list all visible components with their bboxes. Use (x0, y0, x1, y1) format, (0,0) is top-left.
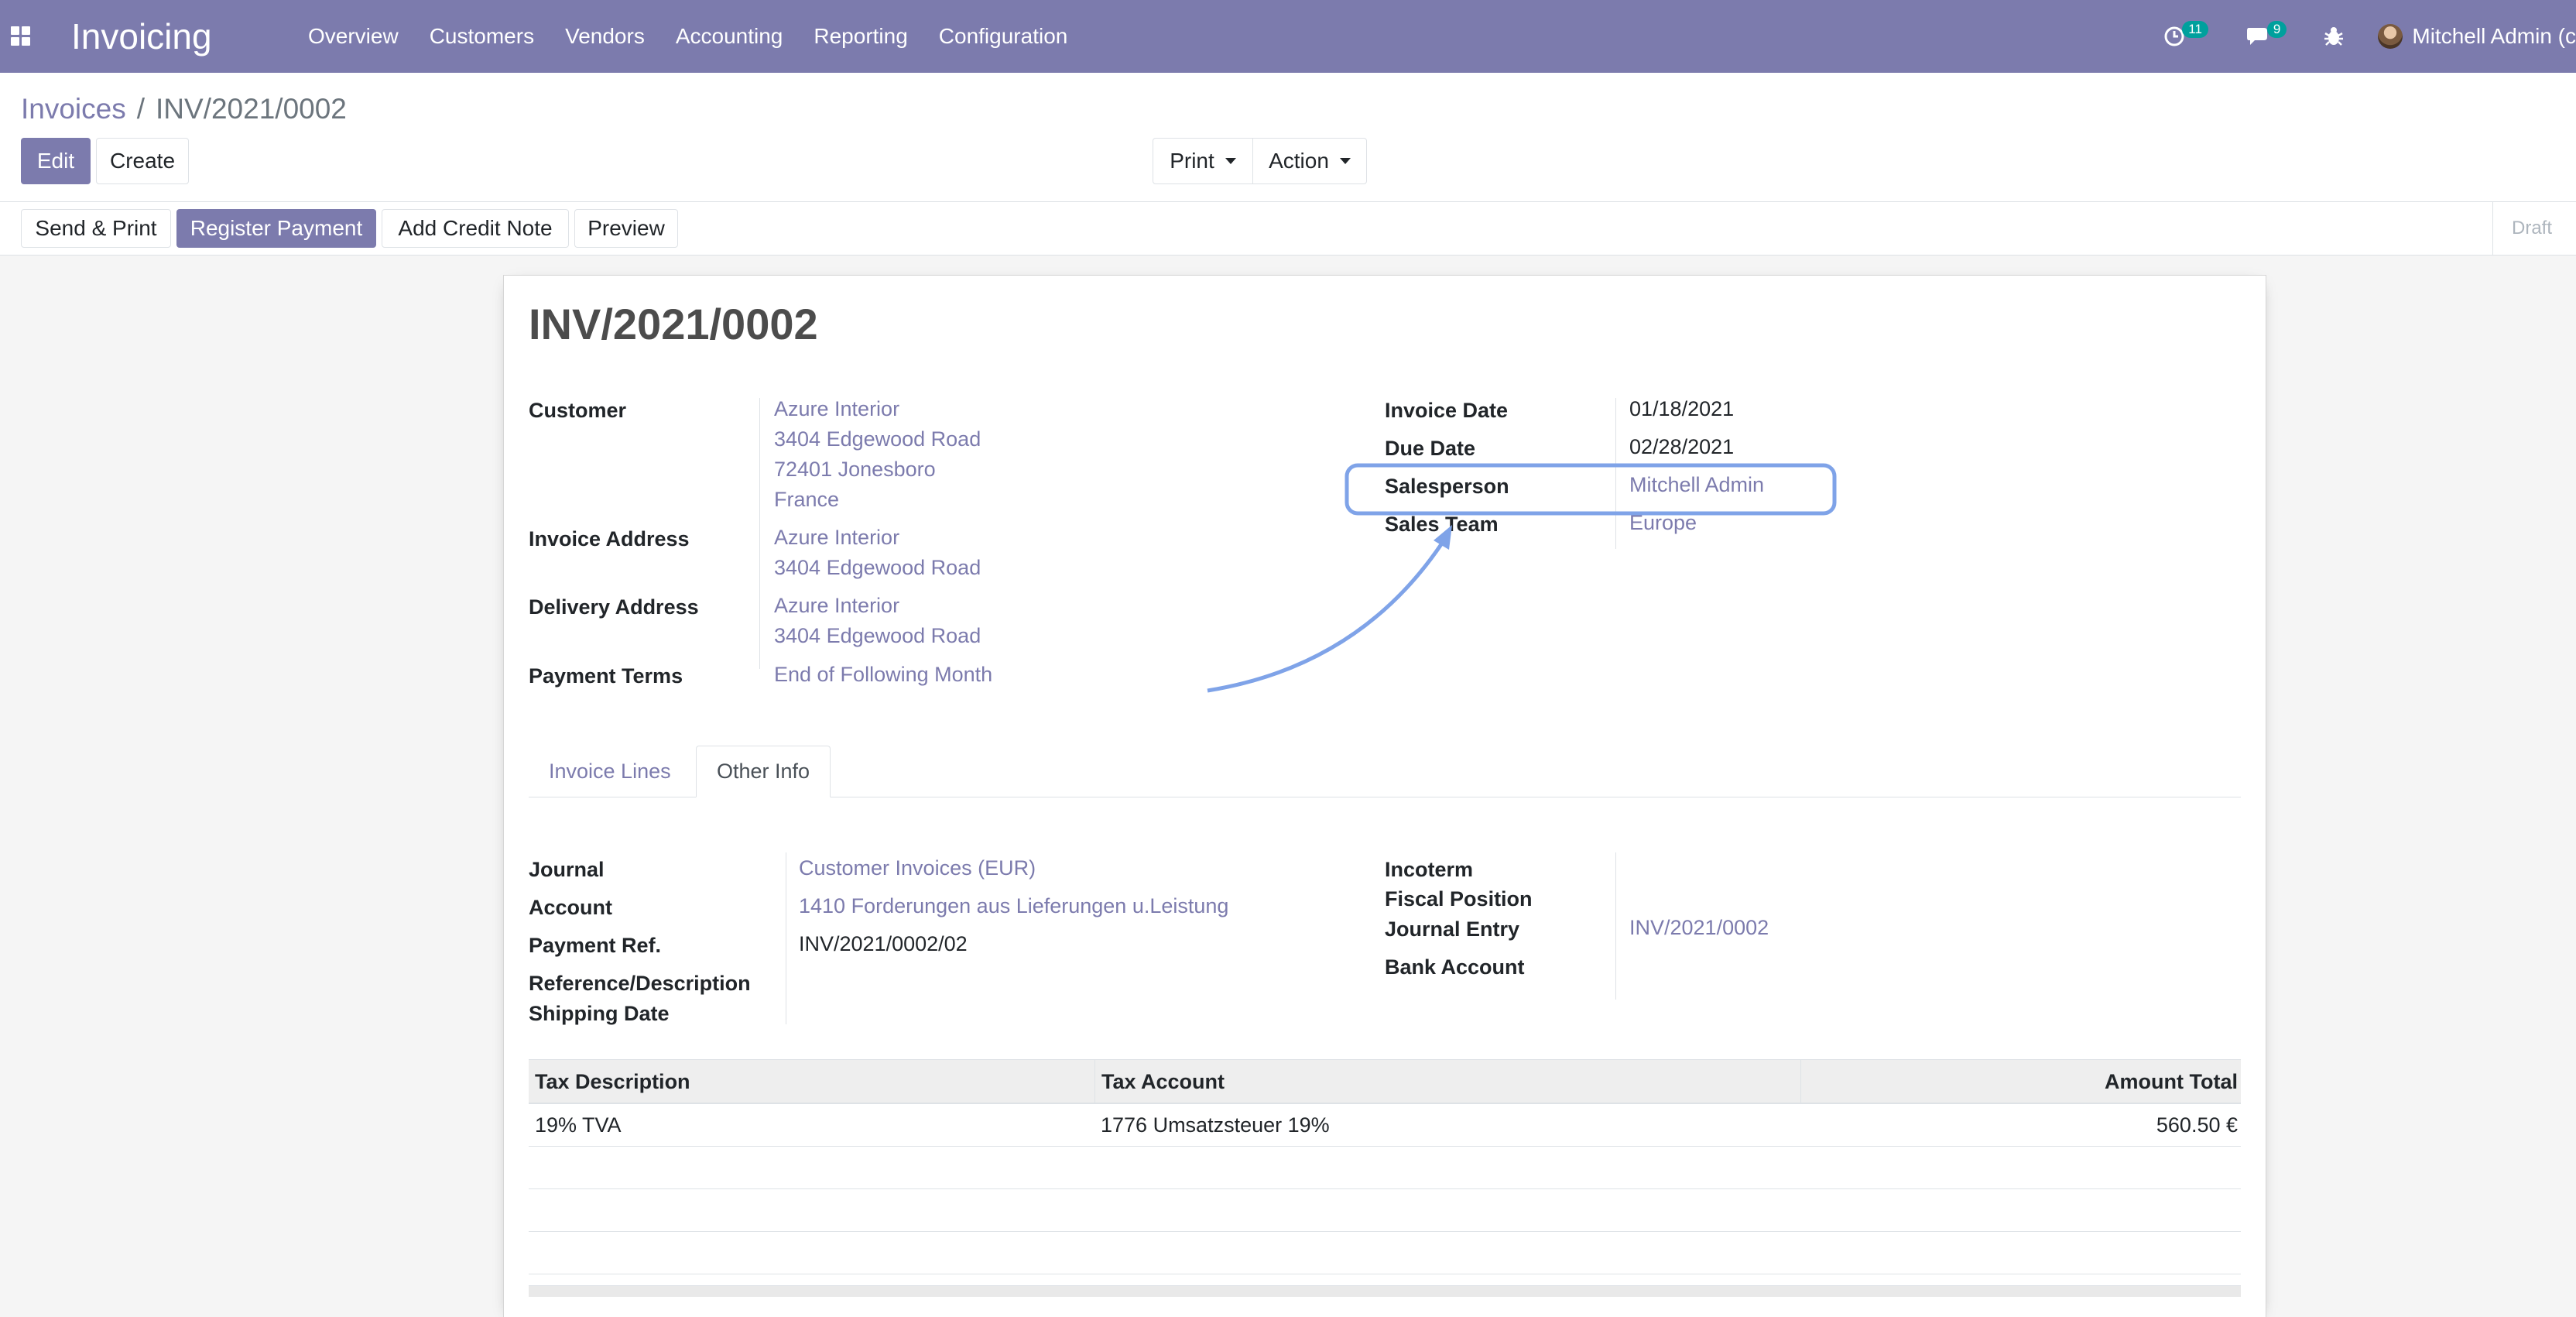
send-print-button[interactable]: Send & Print (21, 209, 171, 248)
action-label: Action (1269, 149, 1329, 173)
empty-table-row (529, 1189, 2241, 1232)
add-credit-note-button[interactable]: Add Credit Note (382, 209, 569, 248)
top-navbar: Invoicing Overview Customers Vendors Acc… (0, 0, 2576, 73)
print-dropdown[interactable]: Print (1153, 138, 1253, 184)
main-menu: Overview Customers Vendors Accounting Re… (308, 0, 1098, 73)
customer-line-1[interactable]: Azure Interior (774, 397, 900, 420)
tax-account-cell: 1776 Umsatzsteuer 19% (1101, 1113, 1330, 1137)
empty-table-row (529, 1232, 2241, 1274)
salesperson-label: Salesperson (1385, 475, 1509, 498)
salesperson-value[interactable]: Mitchell Admin (1629, 473, 1765, 496)
invoice-address-label: Invoice Address (529, 527, 690, 550)
empty-table-row (529, 1147, 2241, 1189)
delivery-address-label: Delivery Address (529, 595, 699, 619)
customer-line-2[interactable]: 3404 Edgewood Road (774, 427, 981, 451)
invoice-date-value[interactable]: 01/18/2021 (1629, 397, 1735, 420)
chat-icon (2246, 28, 2267, 45)
debug-button[interactable] (2324, 26, 2344, 47)
menu-configuration[interactable]: Configuration (938, 24, 1068, 48)
menu-customers[interactable]: Customers (429, 24, 535, 48)
due-date-label: Due Date (1385, 437, 1476, 460)
sales-team-value[interactable]: Europe (1629, 511, 1697, 534)
tax-description-cell: 19% TVA (535, 1113, 622, 1137)
preview-button[interactable]: Preview (574, 209, 678, 248)
sales-team-label: Sales Team (1385, 513, 1499, 536)
account-label: Account (529, 896, 612, 919)
breadcrumb: Invoices / INV/2021/0002 (21, 93, 347, 125)
chevron-down-icon (1339, 158, 1351, 164)
invoice-address-line-1[interactable]: Azure Interior (774, 526, 900, 549)
tax-table-header: Tax Description Tax Account Amount Total (529, 1059, 2241, 1104)
reference-description-label: Reference/Description (529, 972, 751, 995)
payment-ref-label: Payment Ref. (529, 934, 662, 957)
apps-grid-icon[interactable] (11, 26, 33, 48)
invoice-form-sheet: INV/2021/0002 Customer Azure Interior 34… (503, 275, 2266, 1317)
journal-entry-label: Journal Entry (1385, 917, 1520, 941)
app-name[interactable]: Invoicing (71, 16, 212, 57)
fiscal-position-label: Fiscal Position (1385, 887, 1533, 911)
avatar (2378, 24, 2403, 49)
delivery-address-line-1[interactable]: Azure Interior (774, 594, 900, 617)
delivery-address-line-2[interactable]: 3404 Edgewood Road (774, 624, 981, 647)
due-date-value[interactable]: 02/28/2021 (1629, 435, 1735, 458)
journal-entry-value[interactable]: INV/2021/0002 (1629, 916, 1769, 939)
notebook-tabs: Invoice Lines Other Info (529, 746, 2241, 797)
register-payment-button[interactable]: Register Payment (176, 209, 376, 248)
tab-invoice-lines[interactable]: Invoice Lines (549, 759, 671, 783)
edit-button[interactable]: Edit (21, 138, 91, 184)
amount-total-cell: 560.50 € (2156, 1113, 2238, 1137)
header-amount-total[interactable]: Amount Total (1800, 1060, 2238, 1103)
user-menu[interactable]: Mitchell Admin (c (2378, 24, 2576, 49)
menu-accounting[interactable]: Accounting (675, 24, 783, 48)
menu-reporting[interactable]: Reporting (814, 24, 908, 48)
header-tax-account[interactable]: Tax Account (1094, 1060, 1800, 1103)
action-dropdown[interactable]: Action (1252, 138, 1367, 184)
payment-terms-value[interactable]: End of Following Month (774, 663, 993, 686)
chevron-down-icon (1225, 158, 1236, 164)
customer-label: Customer (529, 399, 627, 422)
bank-account-label: Bank Account (1385, 955, 1525, 979)
breadcrumb-separator: / (136, 93, 146, 125)
table-row[interactable]: 19% TVA 1776 Umsatzsteuer 19% 560.50 € (529, 1104, 2241, 1147)
tab-other-info[interactable]: Other Info (696, 746, 831, 797)
account-value[interactable]: 1410 Forderungen aus Lieferungen u.Leist… (799, 894, 1229, 917)
breadcrumb-current: INV/2021/0002 (156, 93, 347, 125)
invoice-address-line-2[interactable]: 3404 Edgewood Road (774, 556, 981, 579)
activity-button[interactable]: 11 (2163, 21, 2211, 47)
print-label: Print (1170, 149, 1214, 173)
clock-icon (2164, 26, 2184, 46)
payment-terms-label: Payment Terms (529, 664, 683, 688)
invoice-number-title: INV/2021/0002 (529, 300, 818, 348)
message-count-badge: 9 (2266, 21, 2287, 38)
breadcrumb-invoices[interactable]: Invoices (21, 93, 126, 125)
bug-icon (2324, 27, 2344, 46)
status-draft[interactable]: Draft (2492, 202, 2576, 255)
journal-label: Journal (529, 858, 605, 881)
invoice-date-label: Invoice Date (1385, 399, 1509, 422)
tax-table-footer (529, 1285, 2241, 1297)
incoterm-label: Incoterm (1385, 858, 1474, 881)
menu-vendors[interactable]: Vendors (565, 24, 645, 48)
payment-ref-value[interactable]: INV/2021/0002/02 (799, 932, 968, 955)
messages-button[interactable]: 9 (2245, 21, 2290, 47)
journal-value[interactable]: Customer Invoices (EUR) (799, 856, 1036, 880)
customer-line-4[interactable]: France (774, 488, 840, 511)
header-tax-description[interactable]: Tax Description (535, 1069, 690, 1093)
menu-overview[interactable]: Overview (308, 24, 399, 48)
shipping-date-label: Shipping Date (529, 1002, 670, 1025)
create-button[interactable]: Create (96, 138, 189, 184)
control-panel: Invoices / INV/2021/0002 Edit Create Print… (0, 73, 2576, 202)
customer-line-3[interactable]: 72401 Jonesboro (774, 458, 936, 481)
user-name: Mitchell Admin (c (2412, 24, 2576, 48)
statusbar: Send & Print Register Payment Add Credit… (0, 202, 2576, 256)
systray: 11 9 Mitchell Admin (c (2163, 0, 2576, 73)
activity-count-badge: 11 (2182, 21, 2208, 38)
